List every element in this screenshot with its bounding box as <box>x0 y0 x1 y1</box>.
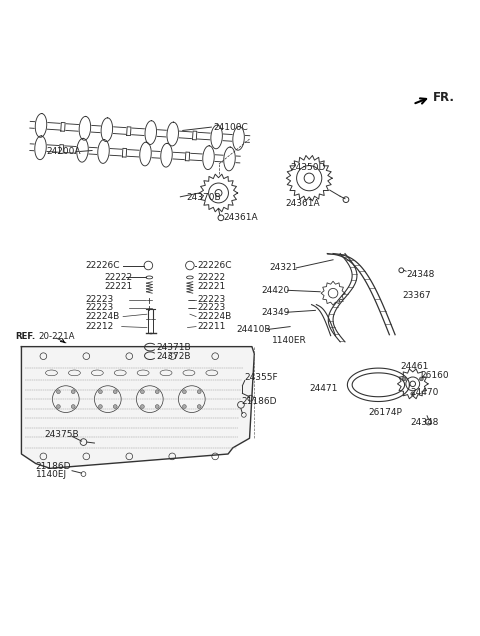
Polygon shape <box>203 146 214 170</box>
Text: 26174P: 26174P <box>368 408 402 417</box>
Circle shape <box>182 404 186 408</box>
Polygon shape <box>122 148 127 157</box>
Text: 24100C: 24100C <box>214 123 249 132</box>
Circle shape <box>156 390 159 394</box>
Polygon shape <box>192 131 197 140</box>
Polygon shape <box>98 139 109 163</box>
Polygon shape <box>101 118 113 142</box>
Text: 22223: 22223 <box>85 303 113 312</box>
Circle shape <box>72 390 75 394</box>
Text: REF.: REF. <box>16 331 36 341</box>
Text: 23367: 23367 <box>402 291 431 300</box>
Circle shape <box>411 392 415 396</box>
Text: 24420: 24420 <box>262 286 290 295</box>
Polygon shape <box>185 152 190 161</box>
Text: 1140ER: 1140ER <box>273 336 307 345</box>
Text: 24410B: 24410B <box>236 325 271 334</box>
Polygon shape <box>233 127 244 150</box>
Text: 24461: 24461 <box>400 362 428 371</box>
Text: 22222: 22222 <box>104 273 132 282</box>
Text: 22223: 22223 <box>85 295 113 305</box>
Text: 22223: 22223 <box>197 295 225 305</box>
Circle shape <box>141 404 144 408</box>
Circle shape <box>141 390 144 394</box>
Polygon shape <box>140 142 151 166</box>
Text: 24471: 24471 <box>309 384 337 393</box>
Polygon shape <box>35 114 47 137</box>
Circle shape <box>57 404 60 408</box>
Polygon shape <box>79 116 91 140</box>
Polygon shape <box>35 136 46 160</box>
Text: 24361A: 24361A <box>223 213 258 223</box>
Circle shape <box>98 390 102 394</box>
Text: FR.: FR. <box>433 91 455 104</box>
Polygon shape <box>61 123 65 131</box>
Text: 22221: 22221 <box>197 282 225 291</box>
Text: 24350D: 24350D <box>290 163 325 172</box>
Polygon shape <box>224 147 235 171</box>
Polygon shape <box>211 125 222 149</box>
Text: 22226C: 22226C <box>85 261 120 270</box>
Polygon shape <box>161 143 172 167</box>
Text: 22223: 22223 <box>197 303 225 312</box>
Polygon shape <box>60 144 64 153</box>
Circle shape <box>197 404 201 408</box>
Circle shape <box>113 404 117 408</box>
Text: 24470: 24470 <box>411 388 439 397</box>
Circle shape <box>156 404 159 408</box>
Text: 24321: 24321 <box>270 263 298 272</box>
Text: 22211: 22211 <box>197 322 226 331</box>
Circle shape <box>72 404 75 408</box>
Polygon shape <box>127 127 131 135</box>
Polygon shape <box>22 347 254 468</box>
Text: 22224B: 22224B <box>85 312 119 321</box>
Text: 21186D: 21186D <box>241 397 276 406</box>
Text: 1140EJ: 1140EJ <box>36 470 67 479</box>
Text: 24361A: 24361A <box>285 199 320 208</box>
Text: 24375B: 24375B <box>44 431 79 439</box>
Circle shape <box>182 390 186 394</box>
Circle shape <box>420 377 423 381</box>
Circle shape <box>98 404 102 408</box>
Polygon shape <box>77 139 88 162</box>
Text: 22212: 22212 <box>85 322 113 331</box>
Circle shape <box>113 390 117 394</box>
Text: 24200A: 24200A <box>47 147 81 156</box>
Text: 24371B: 24371B <box>156 343 191 352</box>
Text: 24355F: 24355F <box>245 373 278 382</box>
Text: 22221: 22221 <box>104 282 132 291</box>
Text: 24372B: 24372B <box>156 352 191 361</box>
Text: 24348: 24348 <box>406 270 434 279</box>
Text: 20-221A: 20-221A <box>38 331 75 341</box>
Text: 24348: 24348 <box>411 418 439 427</box>
Text: 24370B: 24370B <box>187 193 221 202</box>
Text: 22226C: 22226C <box>197 261 231 270</box>
Circle shape <box>402 377 406 381</box>
Text: 22222: 22222 <box>197 273 225 282</box>
Circle shape <box>197 390 201 394</box>
Polygon shape <box>167 122 179 146</box>
Circle shape <box>57 390 60 394</box>
Polygon shape <box>145 121 156 144</box>
Text: 22224B: 22224B <box>197 312 231 321</box>
Text: 26160: 26160 <box>420 371 448 380</box>
Text: 24349: 24349 <box>262 308 290 317</box>
Text: 21186D: 21186D <box>36 462 71 471</box>
